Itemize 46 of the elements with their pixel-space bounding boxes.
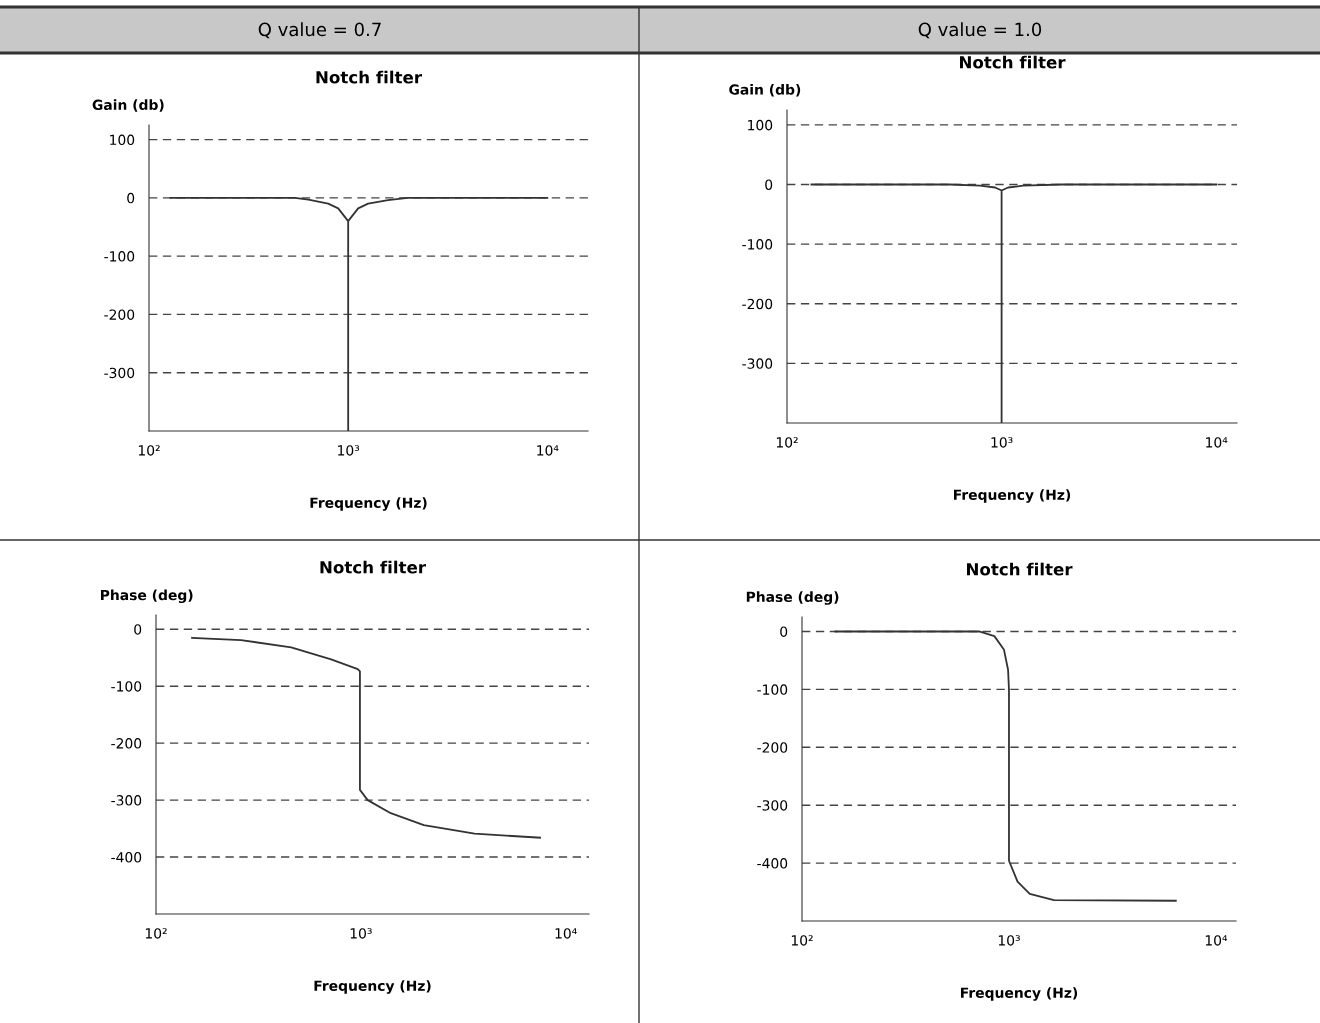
y-tick-label: -300 — [757, 800, 788, 811]
y-tick-label: -100 — [104, 251, 135, 262]
y-tick-label: -200 — [757, 742, 788, 753]
y-tick-label: -200 — [742, 298, 773, 310]
x-tick-label: 10² — [138, 445, 160, 456]
y-tick-label: -200 — [104, 309, 135, 320]
y-tick-label: 100 — [748, 119, 773, 131]
y-tick-label: 100 — [110, 134, 135, 146]
text: Q value = 0.7 — [258, 22, 381, 39]
x-tick-label: 10⁴ — [1205, 935, 1228, 946]
x-axis-title: Frequency (Hz) — [314, 980, 431, 994]
x-axis-title: Frequency (Hz) — [961, 987, 1078, 1001]
x-tick-label: 10² — [791, 935, 813, 946]
chart-title: Notch filter — [316, 70, 422, 84]
chart-title: Notch filter — [320, 560, 426, 574]
y-tick-label: -400 — [111, 852, 142, 863]
y-tick-label: -100 — [742, 239, 773, 250]
y-tick-label: -200 — [111, 738, 142, 749]
x-tick-label: 10³ — [350, 928, 372, 939]
x-axis-title: Frequency (Hz) — [954, 489, 1071, 503]
y-tick-label: -400 — [757, 858, 788, 869]
y-tick-label: 0 — [127, 192, 135, 204]
chart-title: Notch filter — [959, 55, 1066, 69]
y-tick-label: -100 — [757, 684, 788, 695]
y-axis-title: Gain (db) — [92, 99, 164, 112]
x-tick-label: 10³ — [998, 935, 1020, 946]
x-tick-label: 10² — [776, 437, 798, 448]
chart-title: Notch filter — [966, 562, 1073, 576]
y-tick-label: -300 — [104, 367, 135, 379]
x-tick-label: 10⁴ — [555, 928, 577, 939]
y-tick-label: -100 — [111, 681, 142, 692]
x-tick-label: 10² — [145, 928, 167, 939]
y-tick-label: 0 — [134, 624, 142, 635]
x-tick-label: 10⁴ — [1206, 437, 1228, 448]
x-tick-label: 10³ — [338, 445, 360, 456]
y-axis-title: Phase (deg) — [746, 591, 839, 605]
y-axis-title: Gain (db) — [729, 84, 801, 97]
text: Q value = 1.0 — [918, 22, 1042, 39]
x-tick-label: 10⁴ — [537, 445, 559, 456]
y-tick-label: -300 — [742, 358, 773, 369]
y-tick-label: 0 — [780, 626, 788, 637]
x-tick-label: 10³ — [991, 437, 1013, 448]
x-axis-title: Frequency (Hz) — [310, 497, 427, 511]
y-tick-label: 0 — [765, 179, 773, 190]
y-tick-label: -300 — [111, 795, 142, 806]
y-axis-title: Phase (deg) — [100, 589, 193, 604]
